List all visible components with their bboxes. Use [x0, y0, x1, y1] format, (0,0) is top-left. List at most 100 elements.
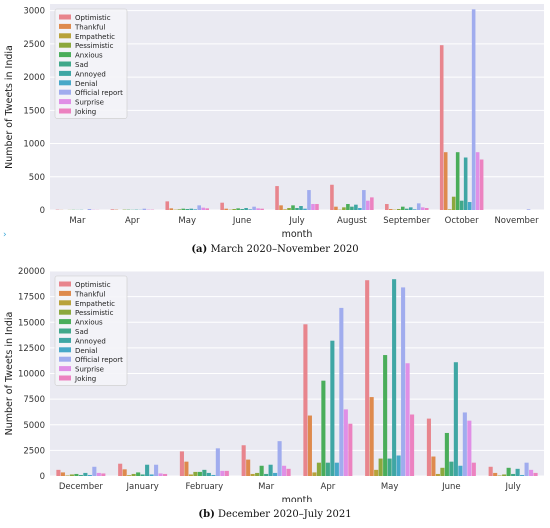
chart-a-legend-swatch	[59, 23, 71, 29]
chart-b-bar	[334, 462, 339, 476]
chart-b-bar	[122, 469, 127, 476]
chart-b-bar	[449, 461, 454, 476]
chart-a-ytick-label: 2000	[23, 73, 45, 83]
chart-a-bar	[197, 205, 201, 210]
chart-a-bar	[389, 209, 393, 210]
chart-b-bar	[96, 472, 101, 476]
chart-b-ytick-label: 0	[40, 472, 45, 482]
chart-a-legend-swatch	[59, 33, 71, 39]
chart-b-bar	[163, 473, 168, 476]
chart-b-bar	[74, 473, 79, 476]
chart-a-bar	[232, 209, 236, 210]
chart-b-bar	[471, 462, 476, 476]
chart-b-bar	[488, 466, 493, 476]
chart-b-bar	[343, 409, 348, 476]
chart-b-legend-label: Official report	[75, 356, 123, 364]
chart-b: 0 2500 5000 7500 10000 12500 15000 17500 20000 De…	[0, 262, 550, 506]
chart-b-legend-label: Pessimistic	[75, 309, 114, 317]
chart-a-bar	[177, 209, 182, 210]
chart-b-bar	[458, 465, 463, 476]
chart-b-legend-label: Surprise	[75, 366, 104, 374]
chart-a-xtick-label: Apr	[125, 216, 140, 226]
chart-a-ytick-label: 0	[40, 206, 45, 216]
chart-a-bar	[342, 207, 346, 210]
chart-a-legend-label: Thankful	[74, 23, 105, 31]
chart-a-bar	[451, 196, 456, 210]
chart-a-legend-label: Official report	[75, 89, 123, 97]
chart-a-bar	[408, 207, 413, 210]
chart-b-ytick-label: 12500	[18, 344, 45, 354]
chart-a-bar	[142, 208, 147, 210]
chart-b-bar	[493, 472, 498, 476]
chart-a-bar	[424, 208, 429, 210]
chart-a-legend-label: Joking	[74, 108, 96, 116]
chart-a-xtick-label: September	[383, 216, 430, 226]
chart-b-bar	[197, 471, 202, 476]
chart-a-ytick-label: 1500	[23, 106, 45, 116]
chart-a: 0 500 1000 1500 2000 2500 3000 Mar Apr May June Jul…	[0, 0, 550, 240]
chart-a-bar	[307, 190, 311, 210]
chart-b-bar	[65, 475, 70, 476]
chart-b-bar	[69, 474, 74, 476]
chart-a-xtick-label: May	[178, 216, 196, 226]
chart-a-bar	[169, 208, 174, 210]
chart-b-bar	[83, 472, 88, 476]
chart-a-bar	[362, 190, 366, 210]
chart-a-xtick-label: Mar	[69, 216, 86, 226]
chart-b-bar	[184, 461, 189, 476]
chart-b-bar	[246, 459, 251, 476]
chart-b-bar	[431, 456, 436, 476]
chart-a-ytick-label: 1000	[23, 140, 45, 150]
chart-a-ytick-label: 3000	[23, 7, 45, 17]
chart-b-yaxis-label: Number of Tweets in India	[4, 312, 15, 436]
chart-b-legend-label: Optimistic	[75, 281, 111, 289]
caption-b-text: December 2020–July 2021	[218, 509, 352, 520]
chart-b-bar	[365, 280, 370, 476]
chart-b-xtick-label: January	[126, 482, 159, 492]
chart-b-legend-label: Thankful	[74, 290, 105, 298]
chart-b-bar	[264, 473, 269, 476]
chart-b-bar	[387, 458, 392, 476]
chart-b-bar	[529, 469, 534, 476]
chart-b-bar	[188, 474, 193, 476]
chart-b-bar	[215, 448, 220, 476]
chart-a-bar	[240, 209, 244, 210]
chart-b-bar	[131, 473, 136, 476]
chart-b-bar	[405, 363, 410, 476]
chart-b-bar	[533, 472, 538, 476]
chart-b-legend-swatch	[59, 337, 71, 343]
chart-b-bar	[60, 472, 65, 476]
chart-b-bar	[515, 468, 520, 476]
chart-b-bar	[154, 464, 159, 476]
caption-a-label: (a)	[191, 244, 208, 255]
chart-a-legend-swatch	[59, 80, 71, 86]
chart-a-bar	[346, 204, 350, 210]
chart-b-bar	[145, 464, 150, 476]
chart-a-legend-label: Empathetic	[75, 33, 115, 41]
chart-a-legend-label: Surprise	[75, 99, 104, 107]
chart-b-bar	[87, 474, 92, 476]
chart-a-ytick-label: 500	[29, 173, 45, 183]
chart-b-bar	[325, 462, 330, 476]
chart-a-bar	[354, 204, 358, 210]
chart-b-bar	[255, 472, 260, 476]
chart-b-bar	[193, 471, 198, 476]
chart-a-svg: 0 500 1000 1500 2000 2500 3000 Mar Apr May June Jul…	[4, 4, 544, 240]
chart-b-bar	[224, 470, 229, 476]
chart-b-bar	[78, 474, 83, 476]
chart-a-bar	[475, 152, 480, 210]
chart-b-legend-label: Annoyed	[75, 337, 106, 345]
chart-a-legend-label: Sad	[75, 61, 88, 69]
chart-a-bar	[248, 209, 252, 210]
chart-b-bar	[444, 432, 449, 476]
chart-b-bar	[277, 441, 282, 476]
chart-a-legend-label: Annoyed	[75, 70, 106, 78]
chart-a-bar	[315, 204, 319, 210]
chart-a-bar	[330, 184, 334, 210]
chart-a-bar	[224, 208, 228, 210]
chart-a-bar	[220, 202, 224, 210]
chart-b-bar	[307, 415, 312, 476]
chart-a-bar	[287, 208, 291, 210]
chart-a-bar	[181, 208, 186, 210]
chart-b-bar	[502, 474, 507, 476]
